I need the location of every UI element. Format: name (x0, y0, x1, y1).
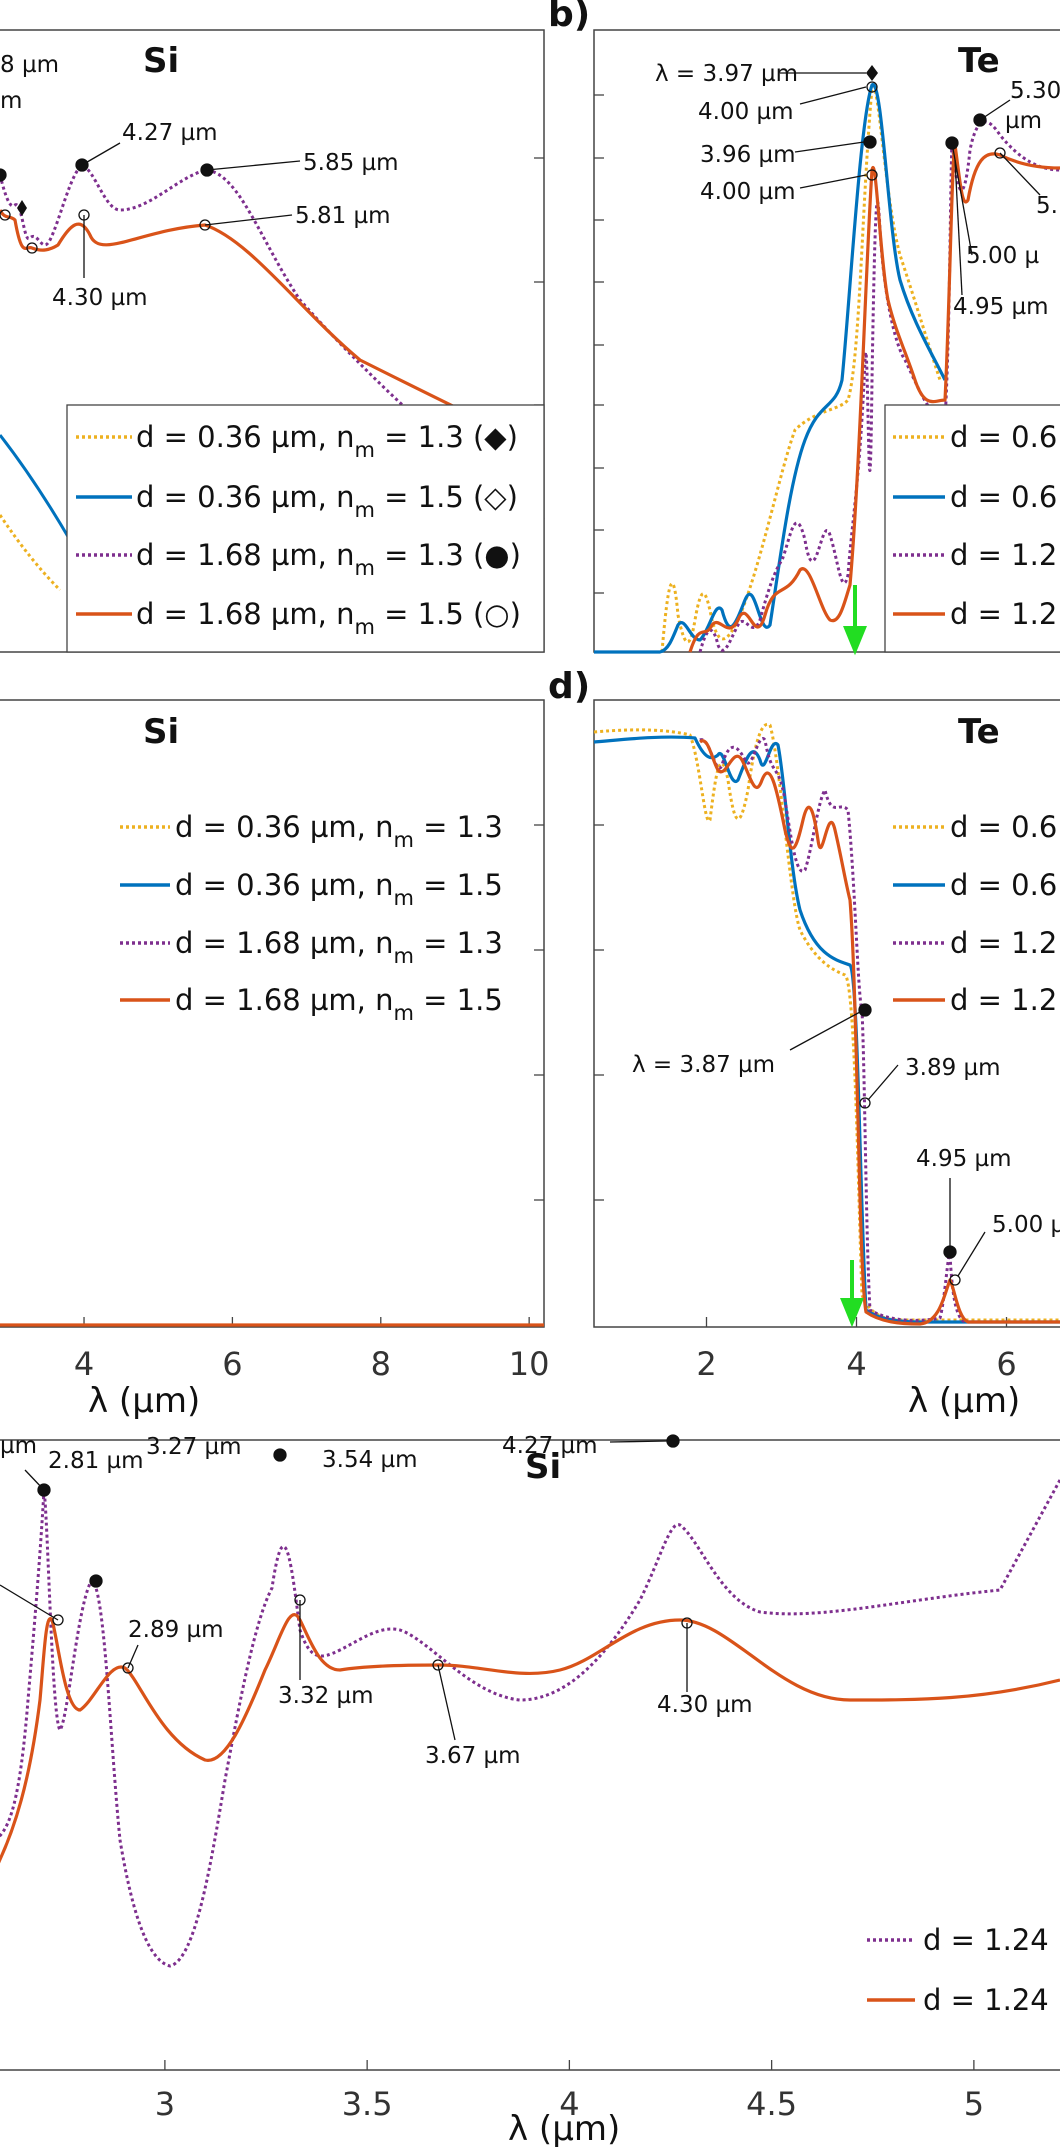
xlabel-e: λ (µm) (508, 2109, 620, 2148)
legend-d-entry-3: d = 1.2 (950, 926, 1057, 960)
ann-b-5: 5.30 (1010, 78, 1060, 104)
green-arrow-d-head (840, 1298, 864, 1328)
ann-e-9: 4.30 µm (657, 1692, 753, 1718)
legend-a-box (66, 404, 545, 653)
curve-b-blue (594, 83, 947, 654)
ann-b-2: 4.00 µm (698, 99, 794, 125)
legend-d-entry-4: d = 1.2 (950, 983, 1057, 1017)
ann-b-1: λ = 3.97 µm (655, 61, 798, 87)
xtick-label-4-0: 3 (155, 2085, 175, 2123)
legend-d-entry-2: d = 0.6 (950, 868, 1057, 902)
ann-b-4: 4.00 µm (700, 179, 796, 205)
markers (0, 65, 1041, 1741)
legend-a-entry-4: d = 1.68 µm, nm = 1.5 (○) (136, 597, 521, 639)
legend-d: d = 0.6 d = 0.6 d = 1.2 d = 1.2 (893, 810, 1057, 1017)
panel-label-b: b) (548, 0, 590, 35)
legend-b-box (884, 404, 1060, 653)
axes-frames (0, 29, 1060, 2071)
legend-e: d = 1.24 d = 1.24 (867, 1923, 1049, 2017)
ann-e-5: 4.27 µm (502, 1433, 598, 1459)
legend-d-entry-1: d = 0.6 (950, 810, 1057, 844)
curve-b-yellow (660, 84, 942, 653)
curve-d-orange (698, 739, 1060, 1326)
curve-e-purple (0, 1479, 1060, 1968)
curve-a-yellow (0, 514, 62, 592)
xtick-label-3-1: 4 (846, 1345, 866, 1383)
legend-c-entry-2: d = 0.36 µm, nm = 1.5 (175, 868, 503, 910)
legend-c-entry-3: d = 1.68 µm, nm = 1.3 (175, 926, 503, 968)
xtick-label-4-4: 5 (964, 2085, 984, 2123)
ann-a-5: 5.81 µm (295, 203, 391, 229)
legend-b-entry-3: d = 1.2 (950, 538, 1057, 572)
panel-label-d: d) (548, 666, 590, 707)
legend-a-entry-3: d = 1.68 µm, nm = 1.3 (●) (136, 538, 521, 580)
legend-a: d = 0.36 µm, nm = 1.3 (◆) d = 0.36 µm, n… (66, 404, 545, 653)
legend-b-entry-2: d = 0.6 (950, 480, 1057, 514)
green-arrows (840, 585, 867, 1328)
xtick-label-2-3: 10 (509, 1345, 550, 1383)
ann-d-3: 4.95 µm (916, 1146, 1012, 1172)
title-c: Si (143, 712, 179, 752)
x-ticks: 4 6 8 10 2 4 6 3 3.5 4 4.5 5 (74, 1317, 1017, 2123)
ann-b-7: 5. (1036, 193, 1058, 219)
legend-a-entry-1: d = 0.36 µm, nm = 1.3 (◆) (136, 420, 518, 462)
ann-e-7: 3.32 µm (278, 1683, 374, 1709)
title-d: Te (958, 712, 1000, 752)
ann-e-1: µm (0, 1433, 37, 1459)
curve-d-purple (699, 737, 1060, 1324)
curve-e-orange (0, 1613, 1060, 1864)
ann-e-4: 3.54 µm (322, 1447, 418, 1473)
xtick-label-2-2: 8 (371, 1345, 391, 1383)
xlabel-c: λ (µm) (88, 1381, 200, 1421)
ann-a-6: 4.30 µm (52, 285, 148, 311)
curve-a-orange (0, 209, 545, 452)
legend-c: d = 0.36 µm, nm = 1.3 d = 0.36 µm, nm = … (120, 810, 503, 1025)
legend-a-entry-2: d = 0.36 µm, nm = 1.5 (◇) (136, 480, 518, 522)
y-ticks (534, 94, 604, 1201)
xtick-label-4-3: 4.5 (746, 2085, 797, 2123)
frame-e (0, 1439, 1060, 2071)
frame-c (0, 699, 545, 1328)
ann-a-2: m (0, 88, 22, 114)
xtick-label-4-2: 4 (559, 2085, 579, 2123)
title-a: Si (143, 41, 179, 81)
ann-b-9: 4.95 µm (953, 294, 1049, 320)
xtick-label-3-2: 6 (996, 1345, 1016, 1383)
xtick-label-3-0: 2 (696, 1345, 716, 1383)
legend-b-entry-4: d = 1.2 (950, 597, 1057, 631)
curves (0, 83, 1060, 1968)
legend-e-entry-1: d = 1.24 (923, 1923, 1049, 1957)
xlabel-d: λ (µm) (908, 1381, 1020, 1421)
ann-d-2: 3.89 µm (905, 1055, 1001, 1081)
ann-b-8: 5.00 µ (966, 243, 1040, 269)
frame-b (593, 29, 1060, 653)
ann-e-8: 3.67 µm (425, 1743, 521, 1769)
frame-d (593, 699, 1060, 1328)
ann-e-2: 2.81 µm (48, 1448, 144, 1474)
green-arrow-b-head (843, 626, 867, 656)
ann-b-6: µm (1005, 108, 1042, 134)
ann-a-3: 4.27 µm (122, 120, 218, 146)
ann-d-1: λ = 3.87 µm (632, 1052, 775, 1078)
legend-c-entry-1: d = 0.36 µm, nm = 1.3 (175, 810, 503, 852)
curve-a-blue (0, 434, 72, 541)
title-e: Si (525, 1447, 561, 1487)
ann-b-3: 3.96 µm (700, 142, 796, 168)
legend-b-entry-1: d = 0.6 (950, 420, 1057, 454)
xtick-label-2-0: 4 (74, 1345, 94, 1383)
ann-d-4: 5.00 µ (992, 1212, 1060, 1238)
ann-a-4: 5.85 µm (303, 150, 399, 176)
ann-e-6: 2.89 µm (128, 1617, 224, 1643)
ann-a-1: 8 µm (0, 52, 59, 78)
xtick-label-2-1: 6 (222, 1345, 242, 1383)
xtick-label-4-1: 3.5 (342, 2085, 393, 2123)
title-b: Te (958, 41, 1000, 81)
ann-e-3: 3.27 µm (146, 1434, 242, 1460)
legend-b: d = 0.6 d = 0.6 d = 1.2 d = 1.2 (884, 404, 1060, 653)
legend-e-entry-2: d = 1.24 (923, 1983, 1049, 2017)
annotations: 8 µm m 4.27 µm 5.85 µm 5.81 µm 4.30 µm λ… (0, 52, 1060, 1769)
legend-c-entry-4: d = 1.68 µm, nm = 1.5 (175, 983, 503, 1025)
